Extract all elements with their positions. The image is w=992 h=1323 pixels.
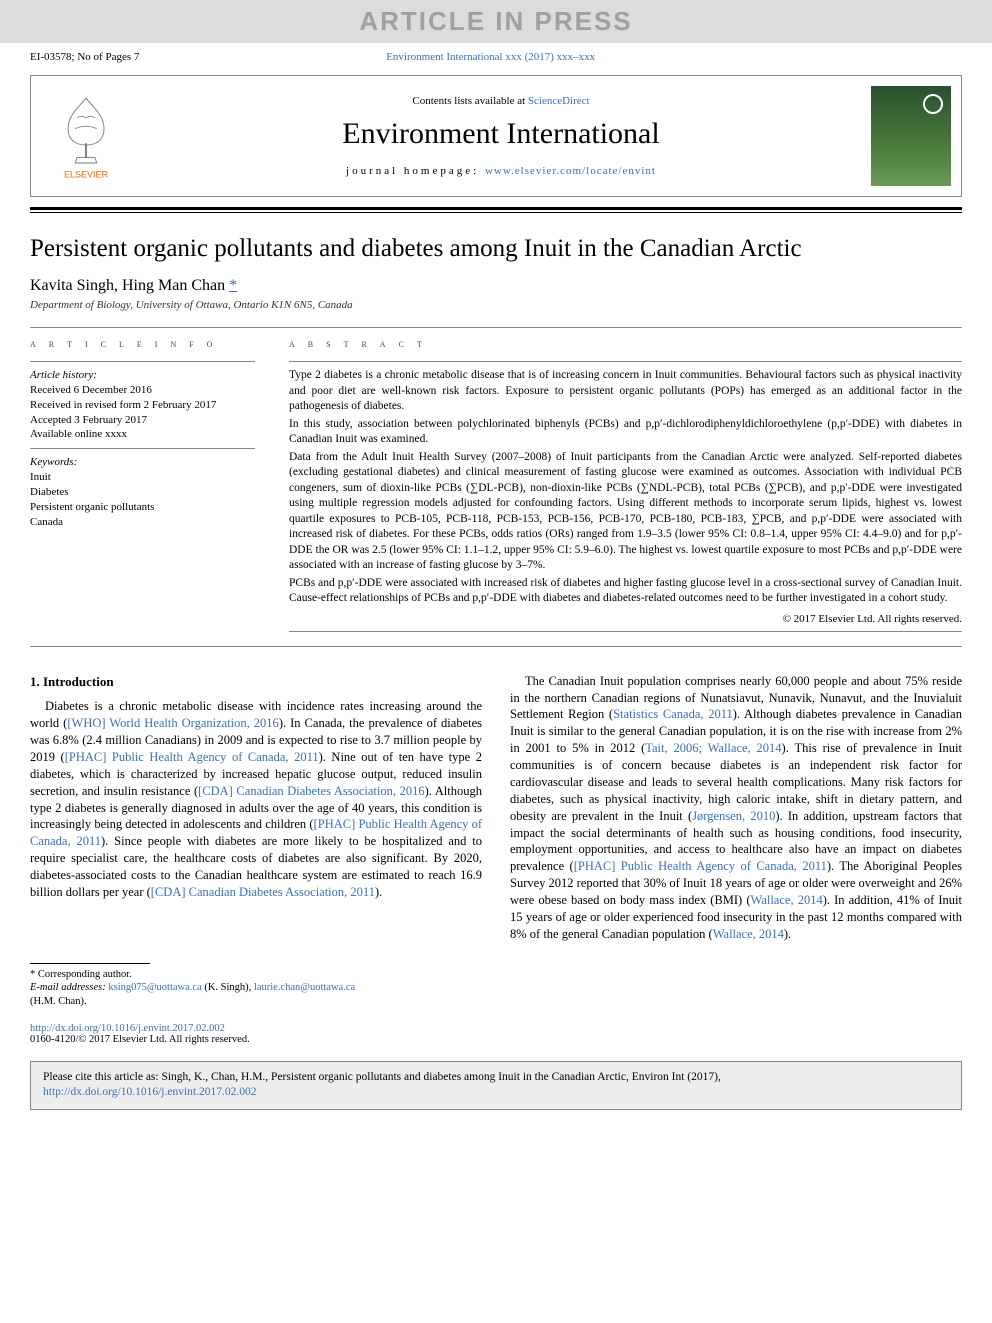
citation-box: Please cite this article as: Singh, K., … — [30, 1061, 962, 1110]
abstract-bottom-rule — [289, 631, 962, 632]
ref-phac-2011c[interactable]: [PHAC] Public Health Agency of Canada, 2… — [574, 859, 827, 873]
abstract-section-bottom-rule — [30, 646, 962, 647]
corresponding-author-note: * Corresponding author. — [30, 968, 962, 982]
ref-wallace-2014a[interactable]: Wallace, 2014 — [751, 893, 823, 907]
journal-citation-placeholder: Environment International xxx (2017) xxx… — [386, 51, 595, 63]
issn-copyright: 0160-4120/© 2017 Elsevier Ltd. All right… — [30, 1034, 962, 1045]
article-info-heading: A R T I C L E I N F O — [30, 336, 255, 351]
header-bottom-rule — [30, 327, 962, 328]
doi-block: http://dx.doi.org/10.1016/j.envint.2017.… — [0, 1009, 992, 1055]
history-revised: Received in revised form 2 February 2017 — [30, 398, 255, 413]
email-singh[interactable]: ksing075@uottawa.ca — [108, 982, 201, 993]
ref-tait-wallace[interactable]: Tait, 2006; Wallace, 2014 — [645, 741, 781, 755]
keyword-1: Inuit — [30, 470, 255, 485]
article-title: Persistent organic pollutants and diabet… — [30, 235, 962, 263]
article-info-panel: A R T I C L E I N F O Article history: R… — [30, 336, 255, 638]
history-online: Available online xxxx — [30, 427, 255, 442]
article-in-press-banner: ARTICLE IN PRESS — [0, 0, 992, 43]
email-chan-name: (H.M. Chan). — [30, 995, 962, 1009]
abstract-para-2: In this study, association between polyc… — [289, 417, 962, 448]
footnotes-block: * Corresponding author. E-mail addresses… — [0, 968, 992, 1009]
abstract-heading: A B S T R A C T — [289, 336, 962, 351]
ref-cda-2011[interactable]: [CDA] Canadian Diabetes Association, 201… — [151, 885, 375, 899]
keywords-label: Keywords: — [30, 455, 255, 470]
intro-para-2: The Canadian Inuit population comprises … — [510, 673, 962, 943]
intro-para-1: Diabetes is a chronic metabolic disease … — [30, 698, 482, 901]
ref-statcan-2011[interactable]: Statistics Canada, 2011 — [613, 707, 733, 721]
journal-homepage-line: journal homepage: www.elsevier.com/locat… — [141, 165, 861, 177]
email-addresses-line: E-mail addresses: ksing075@uottawa.ca (K… — [30, 981, 962, 995]
info-rule-2 — [30, 448, 255, 449]
sciencedirect-link[interactable]: ScienceDirect — [528, 95, 590, 107]
abstract-para-1: Type 2 diabetes is a chronic metabolic d… — [289, 368, 962, 415]
abstract-para-4: PCBs and p,p′-DDE were associated with i… — [289, 576, 962, 607]
ref-cda-2016[interactable]: [CDA] Canadian Diabetes Association, 201… — [198, 784, 424, 798]
journal-homepage-link[interactable]: www.elsevier.com/locate/envint — [485, 165, 656, 177]
body-column-left: 1. Introduction Diabetes is a chronic me… — [30, 673, 482, 943]
doi-link[interactable]: http://dx.doi.org/10.1016/j.envint.2017.… — [30, 1023, 225, 1034]
history-accepted: Accepted 3 February 2017 — [30, 413, 255, 428]
article-id-pages: EI-03578; No of Pages 7 — [30, 51, 139, 63]
masthead-bottom-rule-thick — [30, 207, 962, 210]
contents-lists-line: Contents lists available at ScienceDirec… — [141, 95, 861, 107]
body-two-column: 1. Introduction Diabetes is a chronic me… — [0, 655, 992, 953]
authors-names: Kavita Singh, Hing Man Chan — [30, 277, 229, 294]
abstract-top-rule — [289, 361, 962, 362]
article-history-label: Article history: — [30, 368, 255, 383]
keyword-3: Persistent organic pollutants — [30, 500, 255, 515]
elsevier-tree-icon: ELSEVIER — [46, 91, 126, 181]
citation-doi-link[interactable]: http://dx.doi.org/10.1016/j.envint.2017.… — [43, 1086, 257, 1098]
citation-text: Please cite this article as: Singh, K., … — [43, 1071, 721, 1083]
info-rule-1 — [30, 361, 255, 362]
keyword-2: Diabetes — [30, 485, 255, 500]
header-meta-row: EI-03578; No of Pages 7 Environment Inte… — [0, 43, 992, 67]
journal-cover-thumbnail — [861, 76, 961, 196]
elsevier-logo: ELSEVIER — [31, 76, 141, 196]
svg-text:ELSEVIER: ELSEVIER — [64, 169, 109, 179]
history-received: Received 6 December 2016 — [30, 383, 255, 398]
abstract-para-3: Data from the Adult Inuit Health Survey … — [289, 450, 962, 574]
ref-wallace-2014b[interactable]: Wallace, 2014 — [713, 927, 784, 941]
contents-prefix: Contents lists available at — [412, 95, 527, 107]
corresponding-author-marker[interactable]: * — [229, 277, 237, 294]
ref-who-2016[interactable]: [WHO] World Health Organization, 2016 — [67, 716, 278, 730]
journal-name: Environment International — [141, 117, 861, 151]
affiliation: Department of Biology, University of Ott… — [30, 299, 962, 311]
section-1-heading: 1. Introduction — [30, 673, 482, 691]
abstract-panel: A B S T R A C T Type 2 diabetes is a chr… — [289, 336, 962, 638]
footnotes-rule — [30, 963, 150, 964]
email-chan[interactable]: laurie.chan@uottawa.ca — [254, 982, 355, 993]
journal-masthead-box: ELSEVIER Contents lists available at Sci… — [30, 75, 962, 197]
homepage-prefix: journal homepage: — [346, 165, 485, 177]
ref-phac-2011a[interactable]: [PHAC] Public Health Agency of Canada, 2… — [65, 750, 319, 764]
body-column-right: The Canadian Inuit population comprises … — [510, 673, 962, 943]
abstract-copyright: © 2017 Elsevier Ltd. All rights reserved… — [289, 613, 962, 625]
keyword-4: Canada — [30, 515, 255, 530]
ref-jorgensen-2010[interactable]: Jørgensen, 2010 — [692, 809, 775, 823]
authors-line: Kavita Singh, Hing Man Chan * — [30, 277, 962, 295]
